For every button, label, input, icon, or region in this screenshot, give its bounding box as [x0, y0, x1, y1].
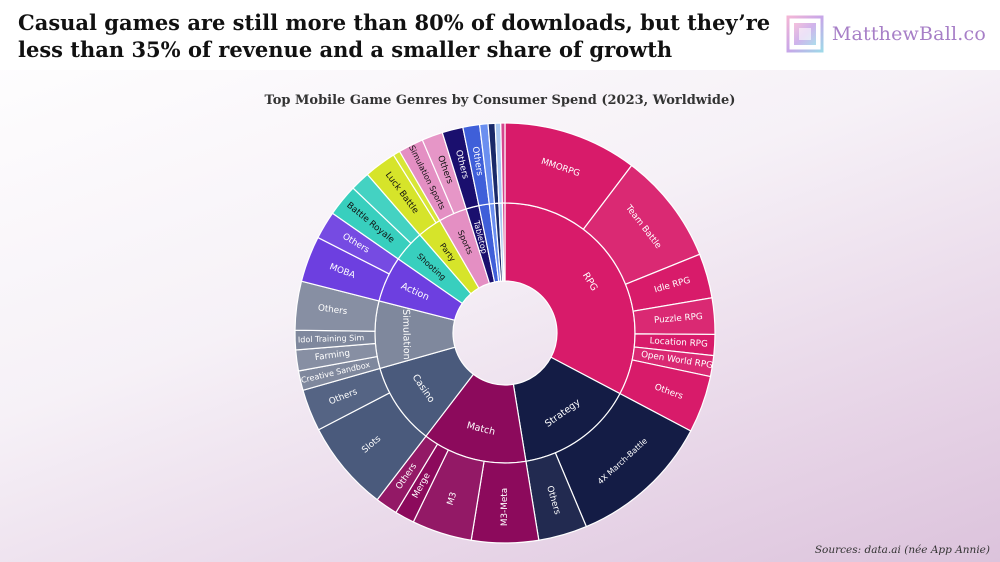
genre-label-simulation: Simulation — [400, 309, 412, 360]
subgenre-label-match-1: M3 — [446, 491, 460, 507]
subgenre-slice-small-genre-5-small-genre-5-0[interactable] — [500, 122, 506, 204]
headline: Casual games are still more than 80% of … — [18, 10, 771, 62]
brand-name: MatthewBall.co — [831, 23, 986, 45]
subgenre-label-rpg-3: Puzzle RPG — [654, 312, 704, 326]
brand-logo-icon — [786, 15, 824, 53]
header-bar: Casual games are still more than 80% of … — [0, 0, 1000, 70]
source-note: Sources: data.ai (née App Annie) — [814, 544, 990, 556]
chart-title: Top Mobile Game Genres by Consumer Spend… — [264, 93, 736, 108]
brand[interactable]: MatthewBall.co — [786, 14, 986, 54]
subgenre-label-match-0: M3-Meta — [500, 488, 510, 526]
subgenre-label-rpg-4: Location RPG — [649, 336, 708, 349]
subgenre-label-simulation-2: Idol Training Sim — [298, 333, 365, 344]
subgenre-label-small-genre-1-0: Others — [470, 146, 485, 177]
subgenre-label-simulation-1: Farming — [314, 349, 350, 364]
subgenre-label-simulation-3: Others — [317, 303, 348, 317]
